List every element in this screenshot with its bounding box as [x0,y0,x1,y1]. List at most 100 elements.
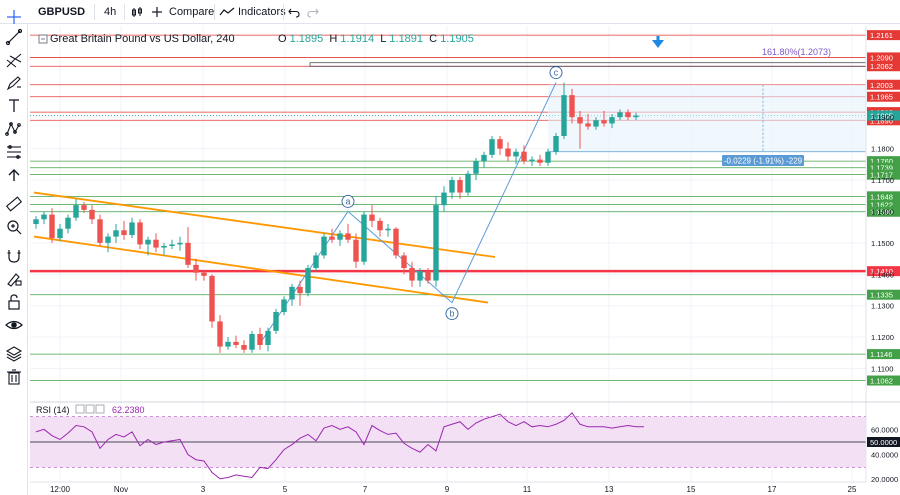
y-tick-label: 1.1700 [871,176,894,185]
candle-body [545,151,551,163]
candle-body [481,154,487,162]
chart-style-icon[interactable] [130,0,144,24]
down-arrow-icon [652,40,664,48]
interval-selector[interactable]: 4h [104,6,117,18]
legend-title: Great Britain Pound vs US Dollar, 240 [50,33,235,45]
resistance-level-label-box [867,79,900,90]
channel-lower-line [33,235,489,304]
candle-body [57,228,63,239]
resistance-level-label: 1.2062 [870,62,893,71]
wave-label: b [449,309,454,319]
brush-icon[interactable] [4,73,24,93]
pitchfork-icon[interactable] [4,50,24,70]
candle-body [281,299,287,312]
indicators-icon[interactable] [219,0,235,24]
candle-body [457,180,463,193]
x-tick-label: 15 [687,485,696,494]
symbol-selector[interactable]: GBPUSD [38,6,86,18]
x-tick-label: Nov [114,485,128,494]
compare-plus-icon[interactable] [150,0,164,24]
candle-body [73,205,79,218]
resistance-level-label: 1.1890 [870,116,893,125]
drawings: a b c [33,36,867,344]
y-tick-label: 1.1300 [871,302,894,311]
toolbar-divider [214,4,215,20]
magnet-icon[interactable] [4,246,24,266]
candle-body [505,148,511,157]
candle-body [609,117,615,124]
candle-body [265,330,271,345]
resistance-level-label: 1.2090 [870,53,893,62]
support-level-label-box [867,199,900,210]
candle-body [129,222,135,235]
candle-body [105,236,111,243]
trash-icon[interactable] [4,367,24,387]
candle-body [417,271,423,281]
rsi-bottom-tick-label: 20.0000 [871,475,898,484]
candle-body [353,239,359,262]
candle-body [593,120,599,127]
candle-body [337,233,343,240]
support-level-label: 1.1335 [870,291,893,300]
candle-body [241,345,247,350]
candle-body [377,220,383,231]
candles [33,82,639,353]
layers-icon[interactable] [4,344,24,364]
candle-body [369,214,375,221]
text-icon[interactable] [4,96,24,116]
resistance-level-label-box [867,30,900,41]
compare-button[interactable]: Compare [169,6,215,18]
rsi-midline-label-box [867,437,900,447]
pattern-icon[interactable] [4,119,24,139]
candle-body [81,205,87,210]
rsi-legend-button [85,404,95,414]
toolbar-divider [94,4,95,20]
candle-body [529,159,535,162]
support-level-label-box [867,156,900,167]
candle-body [249,334,255,350]
eye-icon[interactable] [4,315,24,335]
crosshair-icon[interactable] [4,7,24,27]
candle-body [41,214,47,220]
candle-body [409,268,415,281]
ruler-icon[interactable] [4,194,24,214]
x-tick-label: 9 [445,485,450,494]
redo-icon[interactable] [307,0,319,24]
lock-drawing-icon[interactable] [4,269,24,289]
resistance-level-label-box [867,52,900,63]
candle-body [585,123,591,127]
cursor-arrow-icon[interactable] [4,165,24,185]
undo-icon[interactable] [288,0,300,24]
candle-body [449,180,455,193]
candle-body [561,95,567,136]
rsi-tick-label: 60.0000 [871,425,898,434]
candle-body [33,219,39,224]
x-tick-label: 11 [523,485,532,494]
lock-icon[interactable] [4,292,24,312]
wave-label: c [554,68,559,78]
zoom-icon[interactable] [4,217,24,237]
y-tick-label: 1.1200 [871,333,894,342]
candle-body [89,209,95,220]
support-level-label: 1.1599 [870,208,893,217]
drawing-toolbar [0,10,28,495]
support-level-label: 1.1648 [870,192,893,201]
prediction-icon[interactable] [4,142,24,162]
support-level-label-box [867,349,900,360]
toolbar-divider [283,4,284,20]
y-tick-label: 1.1800 [871,145,894,154]
candle-body [537,159,543,163]
candle-body [329,236,335,240]
candle-body [617,112,623,118]
trend-line-icon[interactable] [4,27,24,47]
candle-body [633,115,639,118]
indicators-button[interactable]: Indicators [238,6,286,18]
resistance-level-label-box [867,91,900,102]
legend-collapse-icon[interactable] [38,30,48,48]
support-level-label: 1.1146 [870,350,892,359]
candle-body [65,217,71,229]
candle-body [169,244,175,246]
resistance-level-label: 1.1965 [870,93,893,102]
support-level-label-box [867,206,900,217]
